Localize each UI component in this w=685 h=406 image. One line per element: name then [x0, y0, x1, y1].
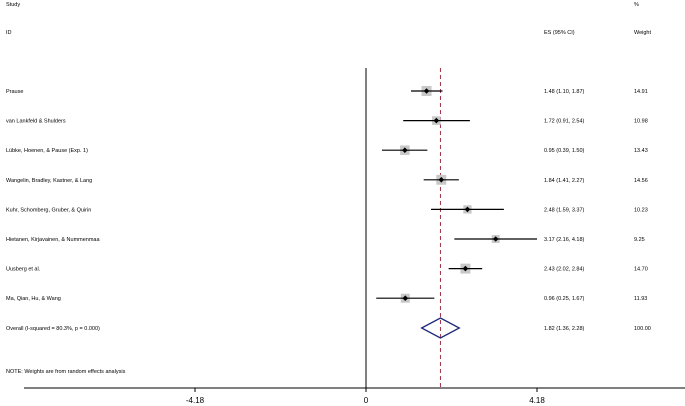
point-estimate: [423, 88, 430, 94]
percent-header: %: [634, 2, 639, 8]
es-ci-value: 0.95 (0.39, 1.50): [544, 148, 585, 154]
es-ci-value: 3.17 (2.16, 4.18): [544, 237, 585, 243]
study-label: Hietanen, Kirjavainen, & Nummenmaa: [6, 237, 100, 243]
study-rows: Prause 1.48 (1.10, 1.87) 14.91 van Lankfeld…: [6, 85, 648, 303]
study-row: Uusberg et al. 2.43 (2.02, 2.84) 14.70: [6, 263, 648, 274]
weight-value: 11.93: [634, 296, 647, 302]
x-tick-label: -4.18: [186, 396, 205, 405]
note-text: NOTE: Weights are from random effects an…: [6, 369, 126, 375]
weight-header: Weight: [634, 30, 651, 36]
es-ci-value: 1.48 (1.10, 1.87): [544, 89, 585, 95]
point-estimate: [438, 177, 445, 183]
study-row: Kuhr, Schomberg, Gruber, & Quirin 2.48 (1…: [6, 205, 648, 214]
study-label: Lübke, Hoenen, & Pause (Exp. 1): [6, 148, 88, 154]
point-estimate: [433, 117, 440, 124]
point-estimate: [464, 206, 471, 213]
weight-value: 14.91: [634, 89, 648, 95]
overall-es-ci-value: 1.82 (1.36, 2.28): [544, 326, 585, 332]
study-label: Kuhr, Schomberg, Gruber, & Quirin: [6, 207, 91, 213]
study-row: Wangelin, Bradley, Kastner, & Lang 1.84 (…: [6, 174, 648, 185]
point-estimate: [402, 147, 408, 153]
header-group: Study ID % ES (95% CI) Weight: [6, 2, 651, 36]
study-header: Study: [6, 2, 20, 8]
es-ci-value: 1.72 (0.91, 2.54): [544, 119, 585, 125]
point-estimate: [402, 295, 409, 301]
weight-value: 9.25: [634, 237, 645, 243]
es-ci-value: 0.96 (0.25, 1.67): [544, 296, 585, 302]
weight-value: 14.56: [634, 178, 648, 184]
x-tick-label: 4.18: [529, 396, 545, 405]
id-header: ID: [6, 30, 12, 36]
overall-label: Overall (I-squared = 80.3%, p = 0.000): [6, 326, 100, 332]
point-estimate: [462, 265, 469, 272]
es-ci-value: 1.84 (1.41, 2.27): [544, 178, 585, 184]
overall-diamond: [420, 317, 461, 339]
study-row: Prause 1.48 (1.10, 1.87) 14.91: [6, 85, 648, 97]
study-label: Wangelin, Bradley, Kastner, & Lang: [6, 178, 92, 184]
weight-value: 14.70: [634, 267, 648, 273]
study-row: Lübke, Hoenen, & Pause (Exp. 1) 0.95 (0.3…: [6, 145, 648, 155]
weight-value: 10.98: [634, 119, 648, 125]
es-ci-value: 2.48 (1.59, 3.37): [544, 207, 585, 213]
study-row: Ma, Qian, Hu, & Wang 0.96 (0.25, 1.67) 11.…: [6, 293, 647, 303]
study-label: Ma, Qian, Hu, & Wang: [6, 296, 61, 302]
es-ci-header: ES (95% CI): [544, 30, 575, 36]
study-label: van Lankfeld & Shulders: [6, 119, 66, 125]
weight-value: 13.43: [634, 148, 648, 154]
x-tick-label: 0: [364, 396, 369, 405]
point-estimate: [492, 236, 499, 242]
study-row: Hietanen, Kirjavainen, & Nummenmaa 3.17 (…: [6, 235, 645, 243]
weight-value: 10.23: [634, 207, 648, 213]
overall-weight-value: 100.00: [634, 326, 651, 332]
study-label: Uusberg et al.: [6, 267, 41, 273]
study-label: Prause: [6, 89, 23, 95]
x-axis: -4.18 0 4.18: [24, 68, 685, 405]
overall-row: Overall (I-squared = 80.3%, p = 0.000) 1.…: [6, 317, 651, 339]
es-ci-value: 2.43 (2.02, 2.84): [544, 267, 585, 273]
study-row: van Lankfeld & Shulders 1.72 (0.91, 2.54)…: [6, 116, 648, 125]
